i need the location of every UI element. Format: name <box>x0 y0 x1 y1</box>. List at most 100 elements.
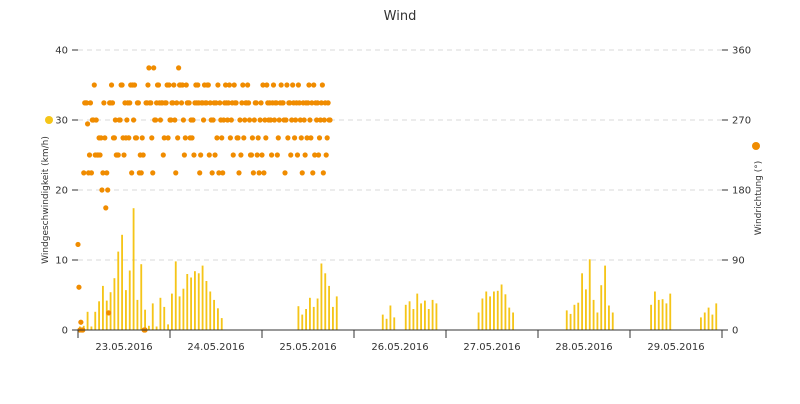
speed-bar <box>596 312 599 330</box>
speed-bar <box>715 303 718 330</box>
direction-point <box>257 117 263 123</box>
direction-point <box>176 65 182 71</box>
left-y-tick-label: 10 <box>55 256 68 267</box>
speed-bar <box>573 304 576 330</box>
direction-point <box>224 117 231 123</box>
direction-point <box>217 100 223 106</box>
speed-bar <box>661 299 664 330</box>
direction-point <box>210 117 216 123</box>
direction-point <box>180 117 187 123</box>
direction-point <box>253 100 259 106</box>
direction-point <box>182 135 188 141</box>
right-y-axis-ticks: 0 90 180 270 360 <box>722 46 751 337</box>
direction-point <box>273 100 279 106</box>
direction-point <box>91 82 97 88</box>
direction-point <box>171 82 177 88</box>
direction-point <box>93 117 99 123</box>
direction-point <box>288 152 294 158</box>
direction-point <box>198 152 204 158</box>
direction-point <box>319 82 325 88</box>
speed-bar <box>424 300 426 330</box>
direction-point <box>312 152 318 158</box>
direction-point <box>299 170 305 176</box>
right-y-tick-label: 0 <box>732 326 738 337</box>
speed-bar <box>431 299 434 330</box>
direction-point <box>112 117 118 123</box>
speed-bar <box>389 305 392 330</box>
speed-bar <box>569 313 572 330</box>
speed-bar <box>485 291 488 330</box>
speed-bar <box>611 312 614 330</box>
direction-point <box>236 170 242 176</box>
direction-point <box>124 117 130 123</box>
direction-point <box>309 100 315 106</box>
direction-point <box>245 82 251 88</box>
direction-point <box>200 117 207 123</box>
direction-point <box>213 100 219 106</box>
direction-point <box>239 100 245 106</box>
speed-bar <box>167 324 169 330</box>
speed-bar <box>477 312 480 330</box>
speed-bar <box>197 273 200 330</box>
direction-point <box>153 117 159 123</box>
direction-point <box>278 82 284 88</box>
speed-bar <box>481 298 484 330</box>
direction-point <box>155 82 162 88</box>
direction-point <box>245 100 252 106</box>
speed-legend-marker <box>45 116 53 124</box>
direction-point <box>150 170 156 176</box>
direction-point <box>301 117 307 123</box>
direction-point <box>117 117 123 123</box>
direction-point <box>228 117 234 123</box>
direction-point <box>316 135 323 141</box>
speed-bar <box>305 309 307 330</box>
direction-point <box>126 135 132 141</box>
x-tick-label: 25.05.2016 <box>279 342 336 353</box>
speed-bar <box>117 251 120 330</box>
direction-point <box>191 152 197 158</box>
direction-point <box>205 82 211 88</box>
speed-bar <box>585 289 587 330</box>
speed-bar <box>194 271 196 330</box>
direction-point <box>219 135 225 141</box>
direction-point <box>315 152 322 158</box>
direction-point <box>276 117 282 123</box>
direction-point <box>131 82 138 88</box>
direction-point <box>230 152 236 158</box>
speed-bar <box>654 291 656 330</box>
direction-point <box>296 100 302 106</box>
direction-point <box>255 135 261 141</box>
speed-bar <box>332 306 334 330</box>
speed-bar <box>393 317 396 330</box>
direction-point <box>109 100 116 106</box>
direction-point <box>166 82 172 88</box>
speed-bar <box>657 299 660 330</box>
direction-point <box>251 117 257 123</box>
speed-bar <box>412 309 415 330</box>
speed-bar <box>416 293 419 330</box>
direction-point <box>189 135 195 141</box>
direction-point <box>317 117 324 123</box>
speed-bar <box>220 318 223 330</box>
direction-point <box>250 170 256 176</box>
direction-point <box>238 152 244 158</box>
direction-point <box>105 187 111 193</box>
direction-point <box>233 100 239 106</box>
direction-point <box>172 117 178 123</box>
direction-point <box>260 82 266 88</box>
speed-bar <box>105 300 108 330</box>
x-tick-label: 26.05.2016 <box>371 342 428 353</box>
direction-point <box>197 170 203 176</box>
direction-point <box>119 82 125 88</box>
speed-bar <box>324 273 327 330</box>
direction-point <box>307 117 313 123</box>
grid-lines <box>78 49 722 261</box>
direction-point <box>298 135 304 141</box>
direction-point <box>186 100 192 106</box>
direction-point <box>324 135 330 141</box>
direction-point <box>240 82 246 88</box>
speed-bar <box>125 290 127 330</box>
speed-bar <box>608 305 610 330</box>
direction-point <box>314 100 321 106</box>
direction-point <box>178 100 185 106</box>
